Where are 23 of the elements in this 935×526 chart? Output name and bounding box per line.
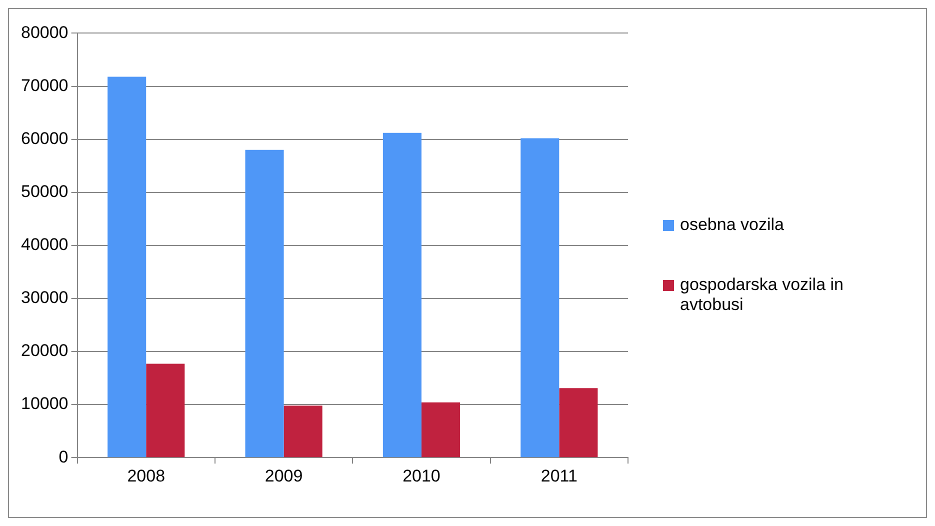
- y-tick-label: 50000: [20, 182, 68, 202]
- x-tick-label: 2010: [402, 466, 440, 486]
- bar: [421, 402, 460, 458]
- y-tick-label: 60000: [20, 128, 68, 148]
- y-tick-label: 20000: [20, 341, 68, 360]
- legend-label: gospodarska vozila in avtobusi: [680, 275, 844, 315]
- bar: [108, 76, 146, 458]
- bar: [382, 132, 422, 458]
- bar: [245, 150, 284, 458]
- x-tick-label: 2011: [540, 466, 578, 486]
- bar: [520, 138, 560, 458]
- y-tick-label: 40000: [20, 235, 68, 254]
- x-tick-label: 2008: [127, 466, 166, 486]
- x-tick-label: 2009: [264, 466, 303, 486]
- y-tick-label: 80000: [20, 22, 68, 42]
- bar: [559, 388, 598, 458]
- y-tick-label: 10000: [20, 394, 68, 414]
- bar: [146, 364, 185, 458]
- y-tick-label: 30000: [20, 288, 68, 308]
- legend-label: osebna vozila: [680, 215, 784, 235]
- bar: [284, 406, 322, 458]
- y-tick-label: 70000: [20, 76, 68, 95]
- y-tick-label: 0: [58, 447, 68, 466]
